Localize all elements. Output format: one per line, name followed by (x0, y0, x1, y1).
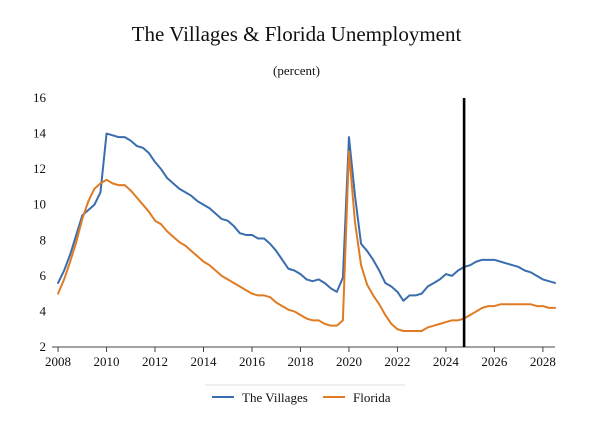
x-tick-label: 2014 (191, 354, 218, 369)
series-lines (57, 132, 556, 332)
y-tick-label: 4 (40, 303, 47, 318)
x-tick-label: 2024 (433, 354, 460, 369)
x-tick-label: 2012 (142, 354, 168, 369)
y-tick-label: 12 (33, 161, 46, 176)
x-tick-label: 2022 (384, 354, 410, 369)
x-tick-label: 2026 (481, 354, 508, 369)
y-tick-label: 10 (33, 197, 46, 212)
y-tick-label: 2 (40, 339, 47, 354)
legend-label: The Villages (242, 390, 308, 405)
y-tick-label: 14 (33, 126, 47, 141)
y-tick-label: 6 (40, 268, 47, 283)
x-tick-label: 2016 (239, 354, 266, 369)
x-tick-label: 2018 (287, 354, 313, 369)
chart-subtitle: (percent) (273, 63, 320, 78)
x-tick-label: 2010 (94, 354, 120, 369)
y-tick-label: 16 (33, 90, 47, 105)
legend-label: Florida (353, 390, 391, 405)
y-axis: 2 4 6 8 10 12 14 16 (33, 90, 47, 354)
x-tick-label: 2028 (530, 354, 556, 369)
x-tick-label: 2020 (336, 354, 362, 369)
legend: The Villages Florida (205, 384, 405, 405)
chart-title: The Villages & Florida Unemployment (131, 22, 462, 46)
series-line-the-villages (57, 132, 556, 302)
x-axis: 2008 2010 2012 2014 2016 2018 2020 2022 2024 2026… (45, 346, 556, 369)
y-tick-label: 8 (40, 232, 47, 247)
x-tick-label: 2008 (45, 354, 71, 369)
series-line-florida (57, 150, 556, 332)
